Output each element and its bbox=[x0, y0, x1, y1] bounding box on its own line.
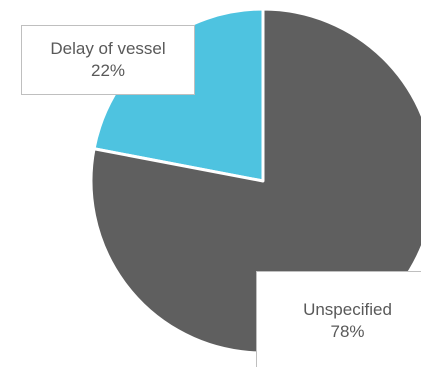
data-label-percent: 22% bbox=[90, 61, 126, 80]
data-label-category: Delay of vessel bbox=[50, 39, 166, 58]
data-label-percent: 78% bbox=[330, 322, 365, 341]
data-label-delay-of-vessel: Delay of vessel 22% bbox=[21, 25, 195, 95]
data-label-category: Unspecified bbox=[303, 300, 392, 319]
data-label-unspecified: Unspecified 78% bbox=[256, 271, 421, 367]
